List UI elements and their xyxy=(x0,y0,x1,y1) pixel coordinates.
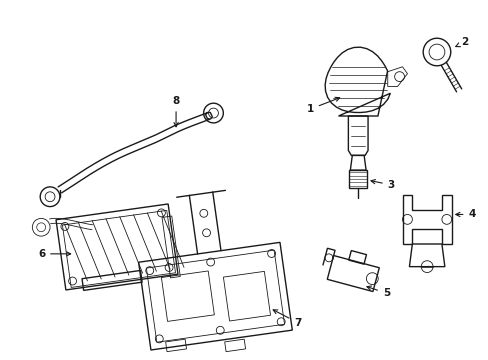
Text: 1: 1 xyxy=(306,97,339,114)
Text: 8: 8 xyxy=(172,96,179,127)
Text: 3: 3 xyxy=(370,180,394,190)
Text: 7: 7 xyxy=(273,310,301,328)
Text: 5: 5 xyxy=(366,286,389,298)
Text: 6: 6 xyxy=(38,249,70,259)
Text: 4: 4 xyxy=(455,210,475,220)
Text: 2: 2 xyxy=(455,37,468,47)
